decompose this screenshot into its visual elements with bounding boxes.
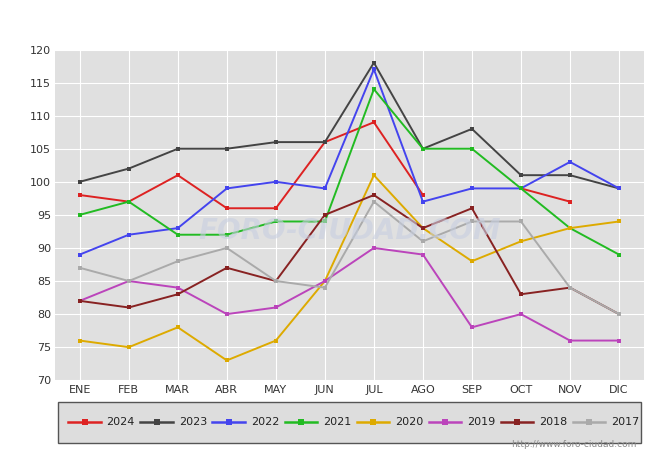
- Text: 2021: 2021: [323, 417, 351, 427]
- Text: 2024: 2024: [107, 417, 135, 427]
- Text: http://www.foro-ciudad.com: http://www.foro-ciudad.com: [512, 440, 637, 449]
- Text: 2022: 2022: [251, 417, 279, 427]
- Text: 2023: 2023: [179, 417, 207, 427]
- Text: 2019: 2019: [467, 417, 495, 427]
- Text: Afiliados en El Fresno a 30/11/2024: Afiliados en El Fresno a 30/11/2024: [166, 14, 484, 32]
- Text: 2020: 2020: [395, 417, 423, 427]
- Text: FORO-CIUDAD.COM: FORO-CIUDAD.COM: [198, 217, 500, 245]
- Text: 2018: 2018: [539, 417, 567, 427]
- FancyBboxPatch shape: [58, 401, 640, 443]
- Text: 2017: 2017: [611, 417, 639, 427]
